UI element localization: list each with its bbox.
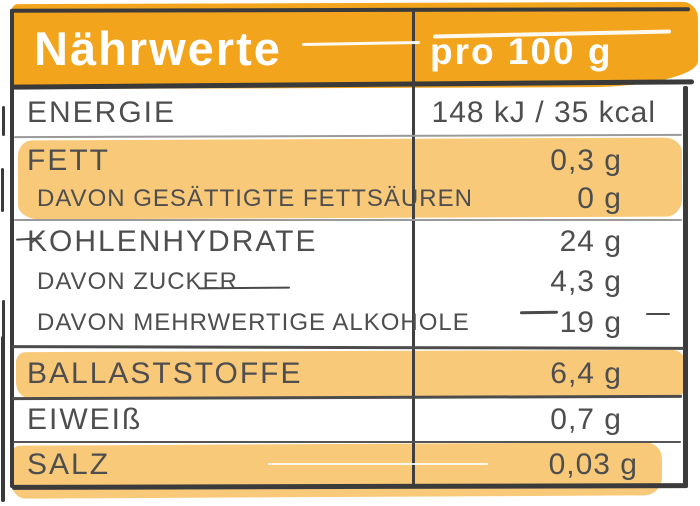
row-divider-fett <box>14 219 682 221</box>
sketch-edge-mark-1 <box>2 106 5 136</box>
row-label: EIWEIß <box>27 402 143 436</box>
table-row-mehrwertige-alkohole: DAVON MEHRWERTIGE ALKOHOLE 19 g <box>14 302 684 344</box>
table-row-salz: SALZ 0,03 g <box>14 444 684 486</box>
row-value: 0,3 g <box>550 143 622 177</box>
table-title: Nährwerte <box>34 22 282 75</box>
row-label: BALLASTSTOFFE <box>27 356 303 390</box>
row-value: 0,03 g <box>548 448 638 481</box>
table-row-eiweiss: EIWEIß 0,7 g <box>14 398 684 441</box>
row-divider-eiweiss <box>13 441 681 443</box>
row-value: 4,3 g <box>550 265 622 298</box>
row-label: DAVON ZUCKER <box>37 268 238 295</box>
row-value: 0,7 g <box>550 402 622 436</box>
frame-left-border <box>10 9 14 488</box>
sketch-edge-mark-2 <box>1 168 4 212</box>
table-row-gesaettigte-fettsaeuren: DAVON GESÄTTIGTE FETTSÄUREN 0 g <box>14 180 684 217</box>
row-label: DAVON GESÄTTIGTE FETTSÄUREN <box>37 184 473 212</box>
row-label: SALZ <box>27 448 111 481</box>
sketch-white-line-salz <box>268 463 488 465</box>
row-label: DAVON MEHRWERTIGE ALKOHOLE <box>37 309 470 336</box>
column-divider <box>412 10 415 486</box>
sketch-edge-mark-3 <box>2 300 5 342</box>
row-value: 148 kJ / 35 kcal <box>431 96 656 129</box>
column-header-per-100g: pro 100 g <box>430 31 613 72</box>
row-value: 6,4 g <box>550 356 622 390</box>
table-row-fett: FETT 0,3 g <box>14 141 684 180</box>
row-label: ENERGIE <box>27 96 177 129</box>
table-row-zucker: DAVON ZUCKER 4,3 g <box>14 262 684 302</box>
table-row-ballaststoffe: BALLASTSTOFFE 6,4 g <box>14 350 684 397</box>
row-value: 0 g <box>577 181 622 215</box>
table-row-energie: ENERGIE 148 kJ / 35 kcal <box>14 90 684 136</box>
row-value: 19 g <box>559 306 622 339</box>
row-value: 24 g <box>559 224 622 258</box>
sketch-edge-mark-4 <box>1 336 5 502</box>
frame-right-border <box>683 86 688 488</box>
table-row-kohlenhydrate: KOHLENHYDRATE 24 g <box>14 221 684 262</box>
sketch-dash-right <box>646 313 670 315</box>
row-label: FETT <box>27 143 110 177</box>
row-label: KOHLENHYDRATE <box>27 224 318 258</box>
